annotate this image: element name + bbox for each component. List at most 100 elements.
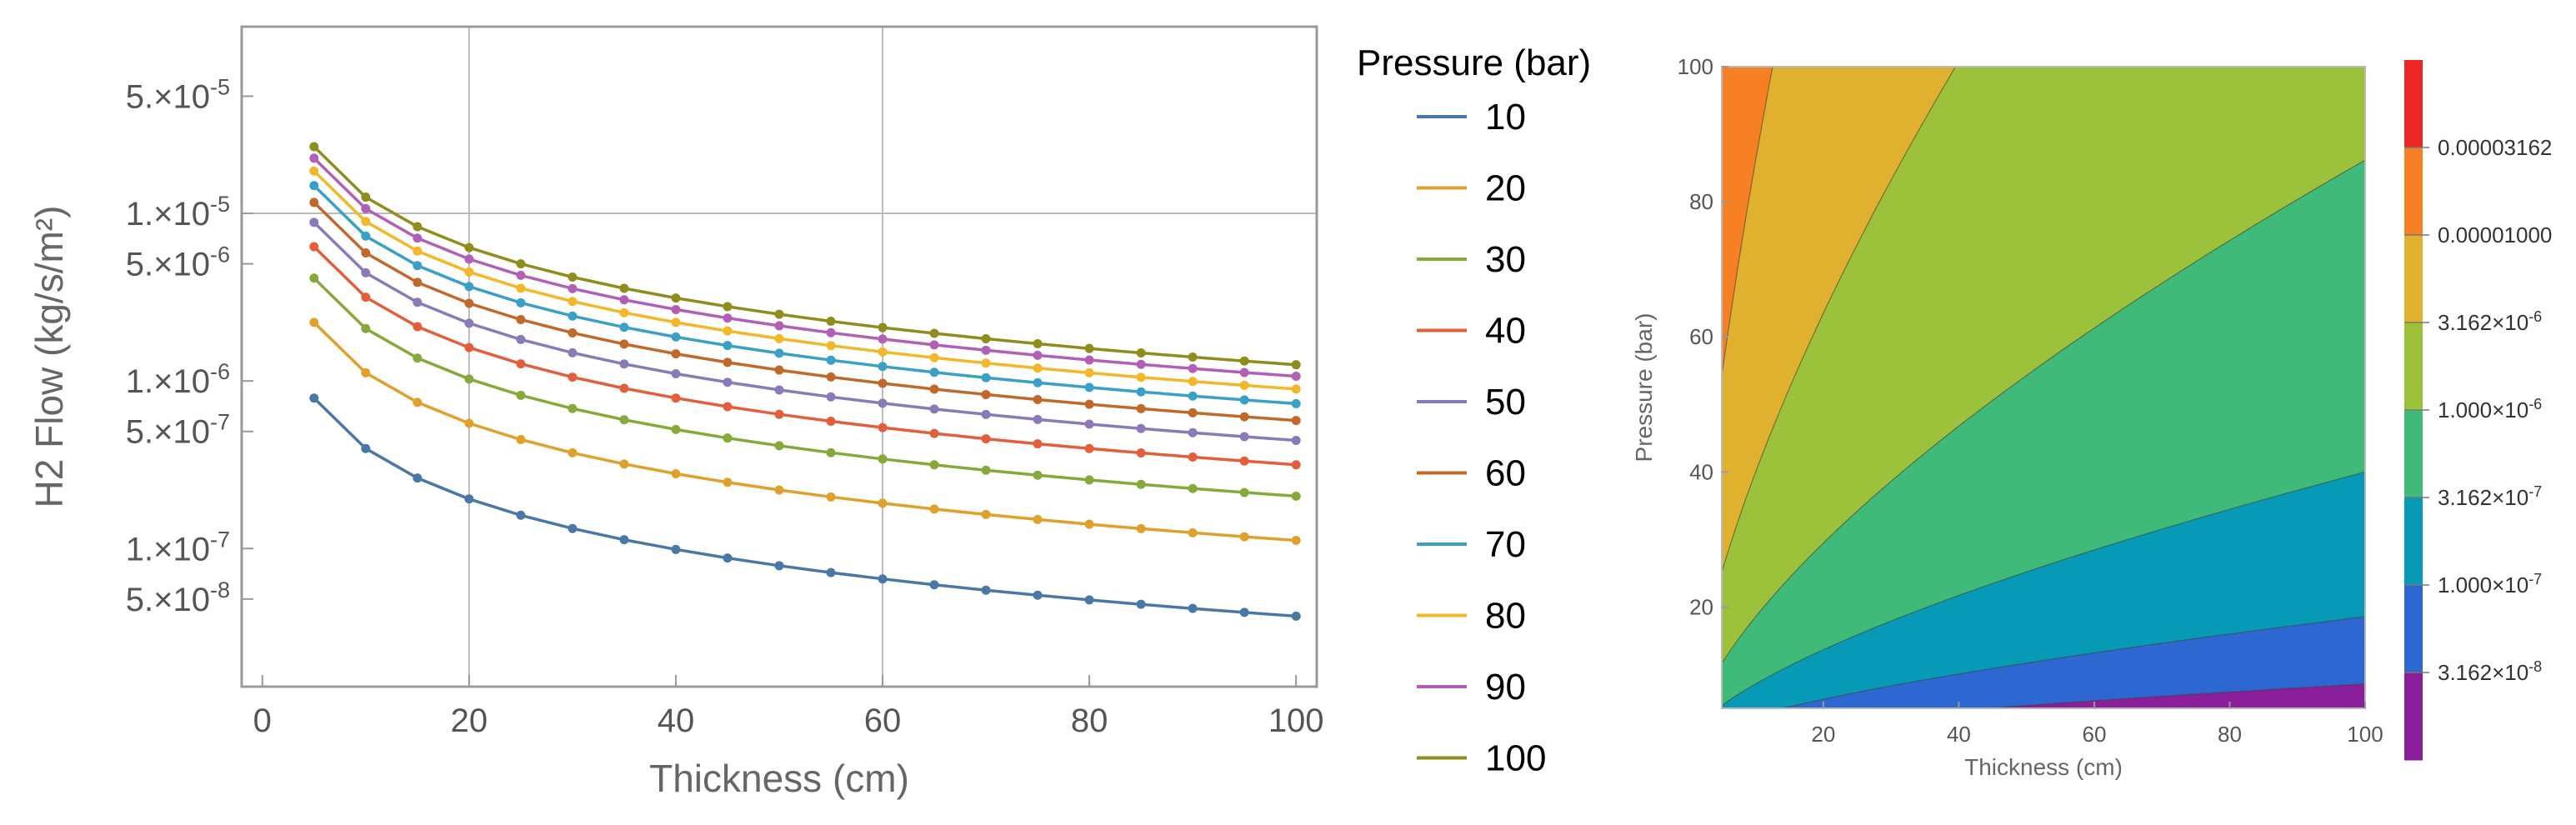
series-point-20 <box>1033 514 1043 524</box>
contour-line-2 <box>1722 471 2365 706</box>
contour-y-tick-label: 60 <box>1689 324 1713 349</box>
series-point-60 <box>1239 412 1249 422</box>
series-point-30 <box>516 390 526 400</box>
series-point-70 <box>413 261 423 271</box>
series-point-100 <box>568 272 578 282</box>
series-point-90 <box>774 321 784 331</box>
contour-x-tick-label: 80 <box>2218 722 2242 747</box>
series-point-20 <box>878 498 888 508</box>
series-point-60 <box>1291 416 1301 426</box>
series-point-50 <box>619 359 629 369</box>
legend-label-20: 20 <box>1485 168 1526 209</box>
series-point-50 <box>1084 419 1094 429</box>
series-point-90 <box>826 328 836 338</box>
series-point-80 <box>516 283 526 293</box>
series-point-60 <box>774 365 784 375</box>
contour-band-2 <box>1722 472 2365 708</box>
series-point-100 <box>309 142 319 152</box>
series-point-80 <box>1291 384 1301 394</box>
series-point-20 <box>619 459 629 469</box>
series-point-10 <box>1084 595 1094 605</box>
line-x-ticks: 0 20 40 60 80 100 <box>253 675 1324 739</box>
series-point-30 <box>361 323 371 333</box>
series-point-80 <box>1239 380 1249 390</box>
series-point-100 <box>929 328 939 338</box>
colorbar-labels: 3.162×10-8 1.000×10-7 3.162×10-7 1.000×10-6… <box>2404 135 2552 685</box>
series-point-20 <box>1239 532 1249 542</box>
colorbar-swatch-1 <box>2404 585 2423 673</box>
series-point-40 <box>723 402 733 412</box>
series-point-40 <box>671 393 681 403</box>
series-point-20 <box>1084 519 1094 529</box>
series-point-70 <box>619 322 629 332</box>
series-point-70 <box>1084 382 1094 392</box>
series-point-10 <box>981 585 991 595</box>
series-point-100 <box>413 222 423 232</box>
series-point-70 <box>878 362 888 372</box>
contour-y-axis-title: Pressure (bar) <box>1631 313 1657 462</box>
series-point-50 <box>1291 435 1301 445</box>
series-point-50 <box>1188 428 1198 438</box>
series-point-70 <box>1239 395 1249 405</box>
colorbar-label: 1.000×10-7 <box>2438 571 2542 598</box>
series-point-10 <box>774 561 784 571</box>
contour-line-0 <box>1980 683 2365 708</box>
series-point-80 <box>1084 368 1094 378</box>
series-point-10 <box>878 574 888 584</box>
series-point-70 <box>671 332 681 342</box>
series-point-50 <box>361 268 371 278</box>
series-point-30 <box>878 454 888 464</box>
series-point-30 <box>774 441 784 451</box>
contour-bands <box>1722 67 2365 708</box>
x-tick-label: 80 <box>1071 702 1108 739</box>
series-point-40 <box>878 422 888 432</box>
series-point-70 <box>568 311 578 321</box>
series-point-70 <box>774 348 784 358</box>
legend-label-100: 100 <box>1485 738 1546 779</box>
series-point-70 <box>361 231 371 241</box>
series-point-60 <box>723 358 733 368</box>
series-point-70 <box>1136 387 1146 397</box>
series-point-50 <box>826 392 836 402</box>
series-point-100 <box>1136 348 1146 358</box>
legend-items: 10 20 30 40 50 60 70 80 90 100 <box>1417 97 1546 779</box>
series-point-70 <box>1188 391 1198 401</box>
series-point-20 <box>413 398 423 408</box>
series-point-40 <box>1033 439 1043 449</box>
series-point-100 <box>1239 356 1249 366</box>
series-point-50 <box>774 385 784 395</box>
series-point-60 <box>464 298 474 308</box>
series-point-50 <box>1239 432 1249 442</box>
series-point-60 <box>826 372 836 382</box>
series-point-70 <box>1033 378 1043 388</box>
series-point-30 <box>413 353 423 363</box>
series-point-30 <box>1033 470 1043 480</box>
series-point-20 <box>774 485 784 495</box>
series-point-80 <box>361 217 371 227</box>
series-line-80 <box>313 169 1297 391</box>
series-line-70 <box>313 184 1297 406</box>
series-point-40 <box>1188 452 1198 462</box>
series-point-60 <box>516 315 526 325</box>
series-line-30 <box>313 277 1297 498</box>
series-point-40 <box>1136 448 1146 458</box>
series-point-60 <box>878 378 888 388</box>
series-point-40 <box>774 409 784 419</box>
series-point-40 <box>619 383 629 393</box>
series-point-50 <box>464 318 474 328</box>
contour-y-tick-label: 80 <box>1689 189 1713 214</box>
series-point-40 <box>1239 456 1249 466</box>
series-point-30 <box>671 424 681 434</box>
series-point-60 <box>981 389 991 399</box>
series-point-80 <box>878 347 888 357</box>
series-point-60 <box>1136 403 1146 413</box>
y-tick-label: 5.×10-8 <box>126 578 230 618</box>
series-point-90 <box>516 270 526 280</box>
series-point-30 <box>1239 488 1249 498</box>
series-point-100 <box>981 334 991 344</box>
colorbar-swatch-7 <box>2404 60 2423 148</box>
series-point-60 <box>619 339 629 349</box>
colorbar-swatch-4 <box>2404 322 2423 411</box>
series-point-20 <box>929 504 939 514</box>
